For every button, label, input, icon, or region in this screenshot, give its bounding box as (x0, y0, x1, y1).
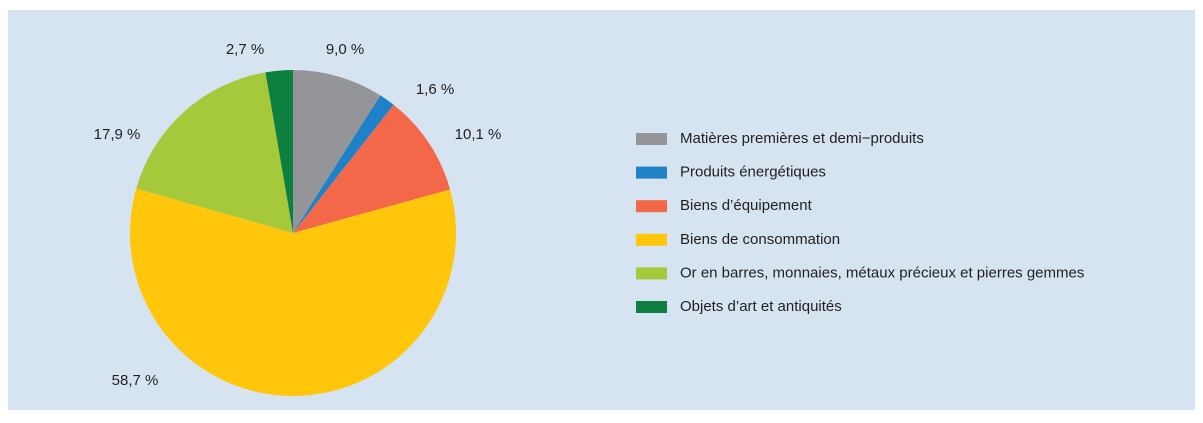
pie-slice (265, 70, 293, 233)
legend-swatch (636, 200, 667, 213)
legend-swatch (636, 301, 667, 313)
legend-swatch (636, 267, 667, 280)
data-label: 2,7 % (226, 41, 264, 58)
data-label: 9,0 % (326, 41, 364, 58)
pie-slice (129, 188, 456, 397)
legend-label: Matières premières et demi−produits (680, 130, 924, 147)
legend-swatch (636, 166, 667, 179)
legend-label: Biens d’équipement (680, 197, 813, 214)
legend-label: Produits énergétiques (680, 164, 826, 181)
data-label: 17,9 % (94, 126, 141, 143)
pie-slice (293, 104, 451, 233)
pie-slice (293, 95, 394, 234)
legend-label: Objets d’art et antiquités (680, 298, 842, 315)
data-label: 1,6 % (416, 81, 454, 98)
data-label: 58,7 % (112, 372, 159, 389)
pie-slice (293, 70, 381, 233)
legend-label: Biens de consommation (680, 231, 840, 248)
legend-swatch (636, 133, 667, 145)
pie-slice (136, 72, 293, 233)
legend-swatch (636, 233, 667, 246)
legend-label: Or en barres, monnaies, métaux précieux … (680, 264, 1084, 281)
data-label: 10,1 % (455, 126, 502, 143)
